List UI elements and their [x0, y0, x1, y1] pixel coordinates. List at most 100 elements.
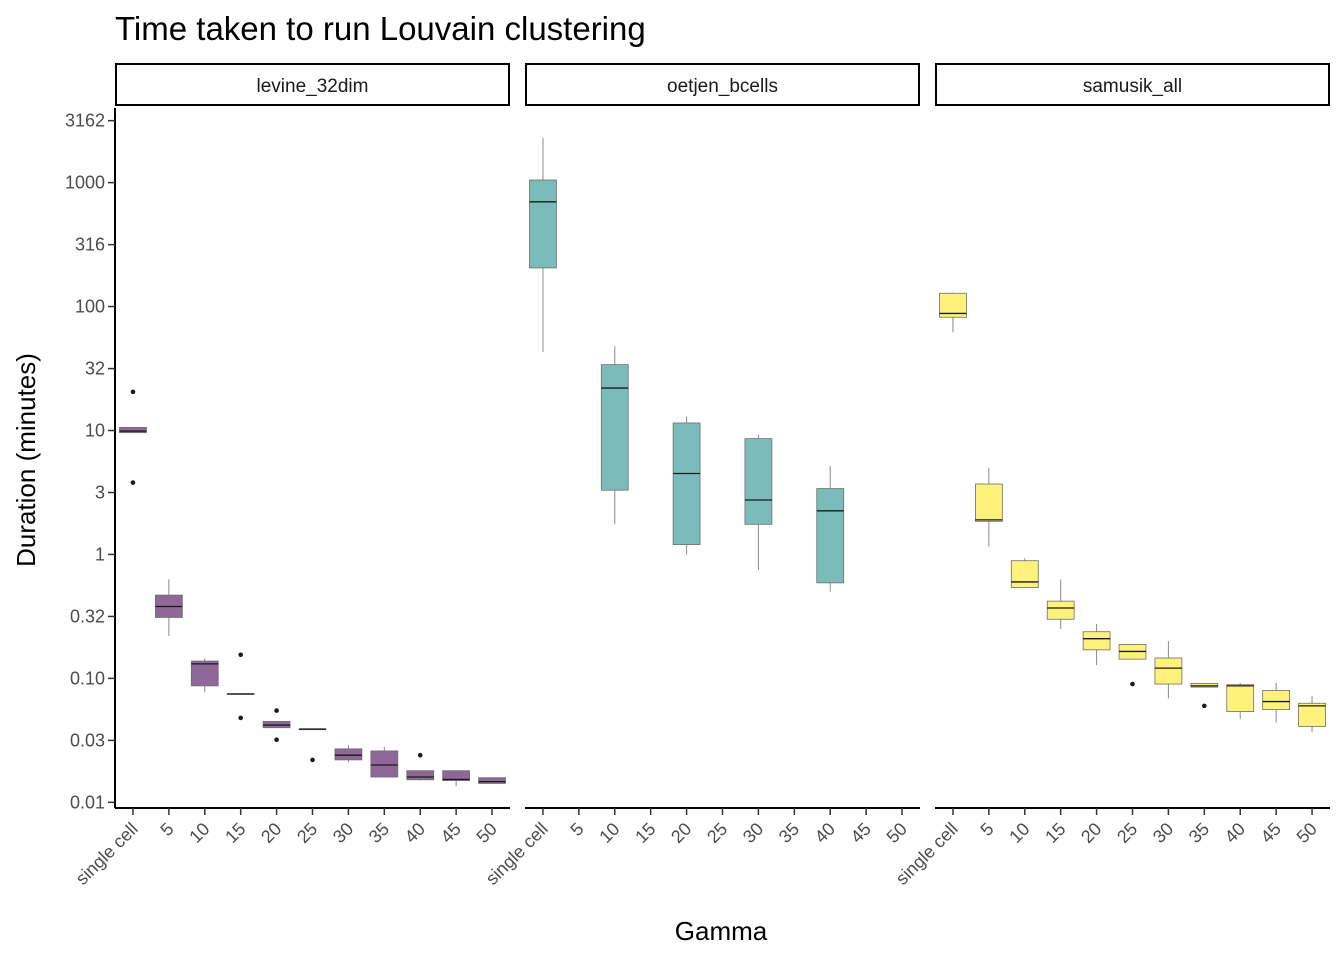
box-levine_32dim-15	[226, 652, 255, 721]
box-levine_32dim-40	[406, 752, 435, 781]
x-tick-label: 5	[976, 819, 997, 840]
x-tick-label: 40	[401, 819, 429, 847]
box-oetjen_bcells-single-cell	[529, 137, 557, 352]
outlier-point	[417, 752, 423, 758]
facet-strip-label: oetjen_bcells	[667, 76, 778, 97]
box-body	[600, 364, 629, 491]
box-body	[1262, 689, 1291, 710]
y-tick-label: 32	[85, 359, 105, 379]
x-tick-label: 50	[883, 819, 911, 847]
box-samusik_all-10	[1010, 558, 1039, 589]
box-body	[406, 770, 435, 781]
box-body	[744, 438, 773, 525]
box-levine_32dim-10	[190, 658, 219, 693]
box-body	[1226, 684, 1255, 712]
outlier-point	[238, 715, 243, 721]
y-tick-label: 0.32	[70, 606, 105, 626]
x-tick-label: 10	[185, 819, 213, 847]
y-tick-label: 1000	[65, 173, 105, 193]
x-tick-label: 35	[1185, 819, 1213, 847]
x-tick-label: 20	[257, 819, 285, 847]
facet-strip-label: levine_32dim	[257, 76, 369, 97]
outlier-point	[130, 389, 136, 395]
x-tick-label: 30	[739, 819, 767, 847]
box-levine_32dim-single-cell	[119, 389, 147, 485]
box-body	[1082, 631, 1111, 651]
chart-title: Time taken to run Louvain clustering	[115, 10, 646, 47]
box-body	[1010, 560, 1039, 589]
x-tick-label: 35	[365, 819, 393, 847]
x-tick-label: 5	[156, 819, 177, 840]
box-body	[370, 750, 399, 778]
x-tick-label: 50	[473, 819, 501, 847]
x-tick-label: single cell	[72, 819, 142, 889]
box-samusik_all-25	[1118, 644, 1147, 687]
x-tick-label: 25	[293, 819, 321, 847]
outlier-point	[1202, 703, 1207, 709]
x-tick-label: 45	[1257, 819, 1285, 847]
x-tick-label: 20	[667, 819, 695, 847]
x-tick-label: 50	[1293, 819, 1321, 847]
facet-strip	[115, 63, 510, 106]
box-oetjen_bcells-40	[816, 465, 845, 592]
x-tick-label: 15	[631, 819, 659, 847]
facet-strip	[935, 63, 1330, 106]
outlier-point	[130, 480, 136, 485]
box-samusik_all-35	[1190, 683, 1219, 709]
x-tick-label: 25	[1113, 819, 1141, 847]
x-tick-label: 40	[811, 819, 839, 847]
box-body	[529, 179, 557, 269]
box-levine_32dim-5	[154, 579, 183, 636]
box-oetjen_bcells-30	[744, 434, 773, 570]
box-levine_32dim-45	[442, 770, 471, 787]
x-tick-label: 45	[847, 819, 875, 847]
box-samusik_all-45	[1262, 682, 1291, 723]
x-tick-label: 5	[566, 819, 587, 840]
x-tick-label: 15	[221, 819, 249, 847]
y-tick-label: 0.10	[70, 668, 105, 688]
box-levine_32dim-35	[370, 746, 399, 778]
box-body	[672, 422, 701, 546]
box-levine_32dim-30	[334, 745, 363, 763]
outlier-point	[310, 757, 315, 763]
x-tick-label: 25	[703, 819, 731, 847]
y-tick-label: 0.01	[70, 792, 105, 812]
box-body	[119, 426, 147, 434]
box-samusik_all-5	[974, 467, 1003, 547]
box-samusik_all-single-cell	[939, 292, 967, 333]
x-tick-label: 10	[595, 819, 623, 847]
box-samusik_all-30	[1154, 641, 1183, 699]
box-oetjen_bcells-20	[672, 416, 701, 555]
box-samusik_all-50	[1298, 696, 1326, 732]
y-tick-label: 1	[95, 544, 105, 564]
y-axis-title: Duration (minutes)	[11, 353, 41, 567]
box-body	[334, 748, 363, 761]
x-tick-label: 45	[437, 819, 465, 847]
facet-strip-label: samusik_all	[1083, 76, 1182, 97]
y-tick-label: 3162	[65, 111, 105, 131]
outlier-point	[1130, 681, 1135, 687]
outlier-point	[238, 652, 243, 658]
box-body	[816, 488, 845, 584]
box-body	[478, 777, 506, 784]
x-tick-label: 40	[1221, 819, 1249, 847]
outlier-point	[274, 708, 279, 713]
x-axis-title: Gamma	[675, 916, 768, 946]
x-tick-label: 20	[1077, 819, 1105, 847]
box-body	[1298, 702, 1326, 727]
x-tick-label: 30	[329, 819, 357, 847]
box-samusik_all-40	[1226, 682, 1255, 720]
box-body	[939, 292, 967, 318]
box-body	[974, 483, 1003, 522]
box-body	[1154, 657, 1183, 685]
outlier-point	[274, 737, 279, 743]
box-samusik_all-20	[1082, 623, 1111, 666]
y-tick-label: 10	[85, 421, 105, 441]
y-tick-label: 316	[75, 235, 105, 255]
facet-strip	[525, 63, 920, 106]
